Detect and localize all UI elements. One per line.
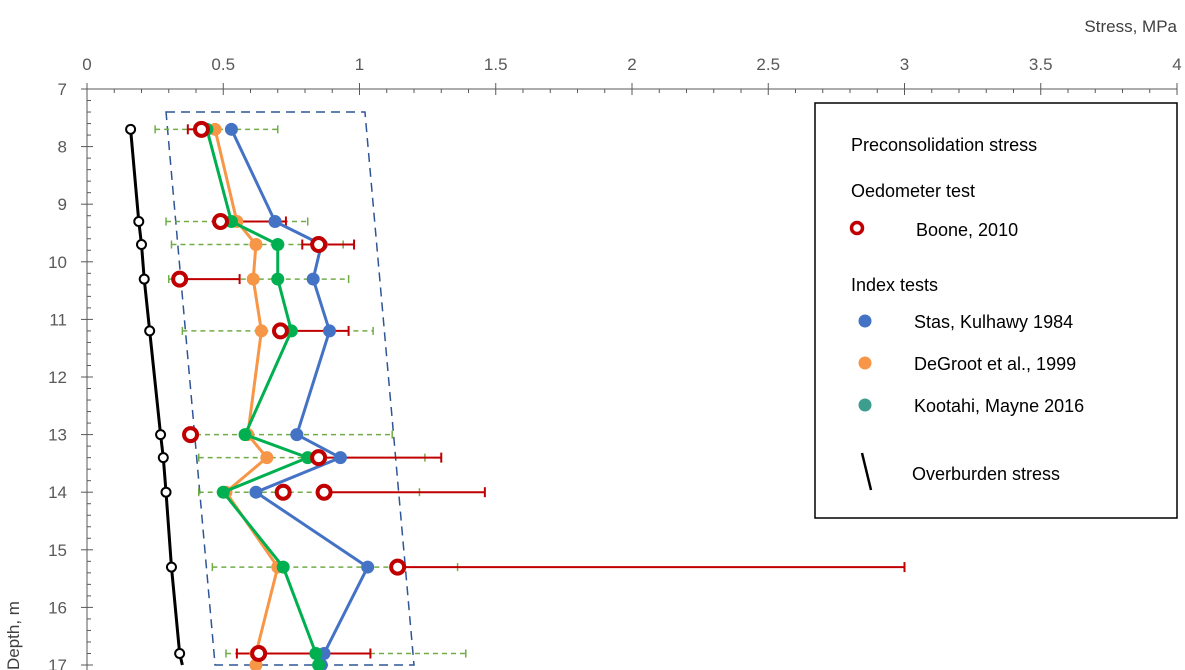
overburden-marker <box>174 647 186 659</box>
stas-marker <box>306 272 320 286</box>
boone-marker <box>250 644 268 662</box>
stas-marker <box>361 560 375 574</box>
x-tick-label: 4 <box>1172 55 1181 74</box>
overburden-marker <box>125 123 137 135</box>
degroot-marker <box>260 451 274 465</box>
boone-marker <box>315 483 333 501</box>
degroot-marker <box>246 272 260 286</box>
legend-stas-marker <box>858 314 872 328</box>
boone-marker <box>271 322 289 340</box>
legend-boone-label: Boone, 2010 <box>916 220 1018 240</box>
stas-marker <box>249 485 263 499</box>
kootahi-marker <box>312 658 326 670</box>
legend-boone-marker <box>849 220 865 236</box>
boone-marker <box>192 120 210 138</box>
index-envelope <box>165 111 415 666</box>
boone-marker <box>274 483 292 501</box>
legend-header-oedometer: Oedometer test <box>851 181 975 201</box>
degroot-marker <box>254 324 268 338</box>
stas-marker <box>290 428 304 442</box>
y-tick-label: 15 <box>48 541 67 560</box>
y-tick-label: 13 <box>48 426 67 445</box>
x-tick-label: 1 <box>355 55 364 74</box>
overburden-marker <box>138 273 150 285</box>
plot-layer <box>125 111 906 670</box>
boone-marker <box>389 558 407 576</box>
kootahi-marker <box>271 238 285 252</box>
stas-marker <box>224 122 238 136</box>
y-tick-label: 7 <box>58 80 67 99</box>
boone-marker <box>171 270 189 288</box>
legend-kootahi-marker <box>858 398 872 412</box>
degroot-marker <box>249 238 263 252</box>
legend-overburden-line <box>860 452 873 491</box>
y-axis-title: Depth, m <box>4 601 23 670</box>
legend-degroot-marker <box>858 356 872 370</box>
boone-marker <box>212 212 230 230</box>
stas-marker <box>323 324 337 338</box>
y-tick-label: 12 <box>48 368 67 387</box>
axes-layer: 0 0.5 1 1.5 2 2.5 3 3.5 4 7 8 9 10 11 12 13 14 15 16 17 Stre… <box>4 17 1182 670</box>
stas-marker <box>268 214 282 228</box>
legend-header-main: Preconsolidation stress <box>851 135 1037 155</box>
legend: Preconsolidation stress Oedometer test Boo… <box>814 102 1178 519</box>
legend-stas-label: Stas, Kulhawy 1984 <box>914 312 1073 332</box>
kootahi-marker <box>238 428 252 442</box>
boone-marker <box>310 236 328 254</box>
kootahi-marker <box>216 485 230 499</box>
stas-marker <box>333 451 347 465</box>
kootahi-marker <box>309 646 323 660</box>
y-tick-label: 17 <box>48 656 67 670</box>
overburden-marker <box>136 239 147 251</box>
overburden-marker <box>165 561 177 573</box>
y-tick-label: 16 <box>48 598 67 617</box>
y-tick-label: 14 <box>48 483 67 502</box>
overburden-marker <box>157 452 169 464</box>
kootahi-marker <box>276 560 290 574</box>
x-tick-label: 2.5 <box>756 55 780 74</box>
y-tick-label: 9 <box>58 195 67 214</box>
legend-overburden-label: Overburden stress <box>912 464 1060 484</box>
y-tick-label: 10 <box>48 253 67 272</box>
x-tick-label: 1.5 <box>484 55 508 74</box>
x-axis-title: Stress, MPa <box>1084 17 1177 36</box>
x-tick-label: 3 <box>900 55 909 74</box>
kootahi-line <box>205 128 321 666</box>
overburden-marker <box>144 325 156 337</box>
x-tick-label: 0 <box>82 55 91 74</box>
x-tick-label: 2 <box>627 55 636 74</box>
y-tick-label: 8 <box>58 138 67 157</box>
overburden-marker <box>155 429 167 441</box>
legend-degroot-label: DeGroot et al., 1999 <box>914 354 1076 374</box>
x-tick-label: 0.5 <box>211 55 235 74</box>
legend-box <box>814 102 1178 519</box>
boone-marker <box>182 426 200 444</box>
x-tick-label: 3.5 <box>1029 55 1053 74</box>
boone-marker <box>310 449 328 467</box>
kootahi-marker <box>271 272 285 286</box>
legend-kootahi-label: Kootahi, Mayne 2016 <box>914 396 1084 416</box>
overburden-marker <box>133 215 145 227</box>
y-tick-label: 11 <box>49 310 67 329</box>
overburden-marker <box>160 486 172 498</box>
legend-header-index: Index tests <box>851 275 938 295</box>
